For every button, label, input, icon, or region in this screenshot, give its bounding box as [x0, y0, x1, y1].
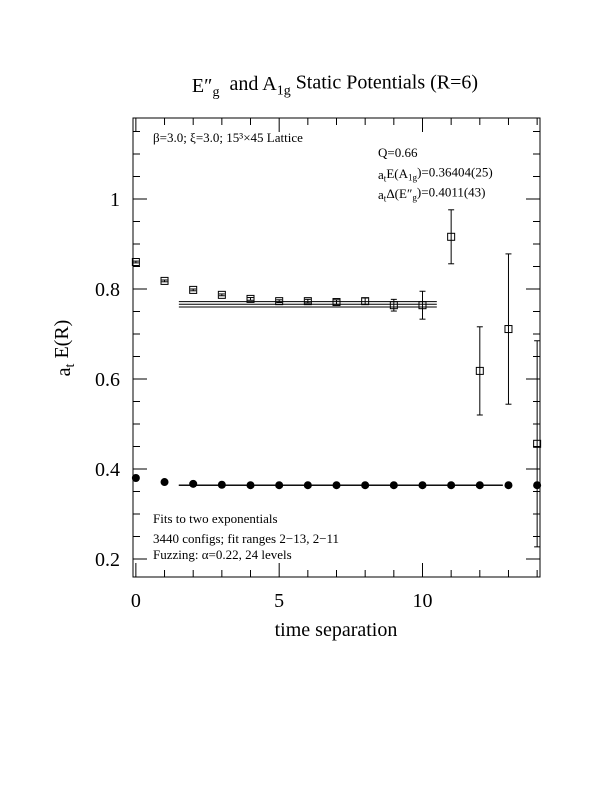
y-tick-label: 1: [110, 189, 120, 211]
data-point: [275, 481, 284, 490]
text-part: a: [53, 367, 75, 376]
y-axis-label: at E(R): [51, 320, 78, 377]
text-part: and A: [219, 73, 277, 95]
data-point: [475, 366, 484, 375]
text-part: E(R): [51, 320, 73, 364]
data-point: [475, 481, 484, 490]
text-part: E″: [192, 75, 213, 97]
data-point: [131, 474, 140, 482]
data-point: [217, 290, 226, 299]
data-point: [189, 285, 198, 294]
data-point: [160, 478, 169, 487]
subscript: t: [384, 174, 387, 184]
gap-note: atΔ(E″g)=0.4011(43): [378, 185, 486, 204]
subscript: t: [63, 363, 78, 367]
data-point: [447, 232, 456, 241]
subscript: 1g: [408, 173, 418, 183]
y-tick-label: 0.2: [95, 549, 120, 571]
x-tick-label: 0: [131, 590, 141, 612]
text-part: a: [378, 167, 384, 182]
y-tick-label: 0.4: [95, 459, 120, 481]
text-part: )=0.4011(43): [417, 185, 486, 200]
q-note: Q=0.66: [378, 145, 418, 160]
lattice-note: β=3.0; ξ=3.0; 15³×45 Lattice: [153, 130, 303, 145]
text-part: Static Potentials (R=6): [291, 71, 478, 93]
y-tick-label: 0.6: [95, 369, 120, 391]
data-point: [389, 481, 398, 490]
subscript: 1g: [277, 83, 291, 98]
text-part: a: [378, 187, 384, 202]
data-point: [332, 481, 341, 490]
configs-note: 3440 configs; fit ranges 2−13, 2−11: [153, 531, 339, 546]
data-point: [504, 481, 513, 490]
fuzzing-note: Fuzzing: α=0.22, 24 levels: [153, 547, 292, 562]
data-point: [361, 297, 370, 306]
y-tick-label: 0.8: [95, 279, 120, 301]
data-point: [246, 481, 255, 490]
x-tick-label: 5: [274, 590, 284, 612]
x-axis-label: time separation: [275, 619, 398, 641]
data-point: [246, 294, 255, 303]
data-point: [303, 297, 312, 306]
data-point: [131, 258, 140, 266]
data-point: [533, 439, 542, 448]
data-point: [332, 298, 341, 307]
data-point: [303, 481, 312, 490]
data-point: [275, 297, 284, 306]
data-point: [447, 481, 456, 490]
energy-note: atE(A1g)=0.36404(25): [378, 165, 493, 184]
data-point: [160, 276, 169, 285]
subscript: g: [212, 85, 219, 100]
x-tick-label: 10: [412, 590, 432, 612]
subscript: t: [384, 194, 387, 204]
data-point: [418, 301, 427, 310]
data-point: [189, 479, 198, 488]
data-point: [504, 325, 513, 334]
chart-title: E″g and A1g Static Potentials (R=6): [192, 71, 478, 100]
data-point: [361, 481, 370, 490]
subscript: g: [412, 193, 417, 203]
data-point: [389, 301, 398, 310]
data-point: [418, 481, 427, 490]
data-point: [217, 480, 226, 489]
text-part: E(A: [386, 166, 408, 181]
text-part: )=0.36404(25): [417, 165, 493, 180]
fits-note: Fits to two exponentials: [153, 511, 278, 526]
text-part: Δ(E″: [386, 186, 412, 201]
